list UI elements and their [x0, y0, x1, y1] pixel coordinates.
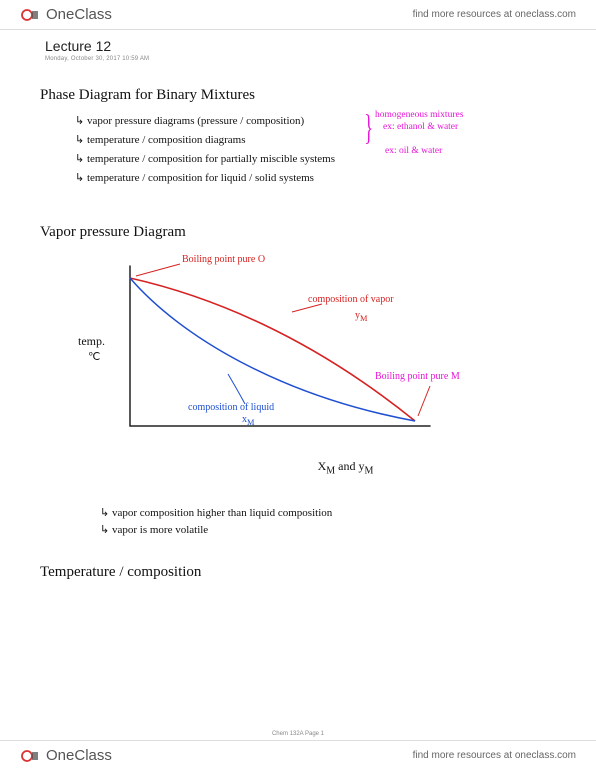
annotation-oil-water: ex: oil & water [385, 146, 442, 156]
annotation-homogeneous: homogeneous mixtures [375, 110, 463, 120]
logo-icon [20, 745, 42, 767]
section-vapor-pressure: Vapor pressure Diagram Boiling point pur… [45, 224, 566, 536]
logo-text-class: Class [74, 6, 112, 23]
list-item: ↳ temperature / composition for liquid /… [75, 171, 566, 184]
page-body: Lecture 12 Monday, October 30, 2017 10:5… [0, 30, 596, 740]
page-footer: OneClass find more resources at oneclass… [0, 740, 596, 770]
page-number: Chem 132A Page 1 [272, 731, 324, 737]
xaxis-and: and [338, 459, 358, 473]
arrow-comp-vapor [292, 304, 322, 312]
list-item: ↳ vapor is more volatile [100, 523, 566, 536]
section-heading: Temperature / composition [40, 564, 566, 581]
header-tagline: find more resources at oneclass.com [413, 9, 576, 20]
logo-text-one: One [46, 747, 74, 764]
label-boiling-point-m: Boiling point pure M [375, 371, 460, 382]
list-item: ↳ temperature / composition diagrams [75, 133, 566, 146]
page-header: OneClass find more resources at oneclass… [0, 0, 596, 30]
lecture-meta: Monday, October 30, 2017 10:59 AM [45, 56, 566, 62]
label-boiling-point-o: Boiling point pure O [182, 254, 265, 265]
chart-svg [70, 256, 490, 451]
label-ym: yM [355, 310, 367, 323]
arrow-comp-liquid [228, 374, 245, 404]
label-composition-liquid: composition of liquid [188, 402, 274, 413]
logo-text-class: Class [74, 747, 112, 764]
bracket-icon: } [364, 106, 373, 148]
section-heading: Vapor pressure Diagram [40, 224, 566, 241]
chart-notes: ↳ vapor composition higher than liquid c… [100, 506, 566, 536]
lecture-title: Lecture 12 [45, 38, 566, 54]
label-ym-sub: M [360, 314, 367, 323]
brand-logo: OneClass [20, 4, 112, 26]
bullet-list: ↳ vapor pressure diagrams (pressure / co… [75, 114, 566, 184]
section-heading: Phase Diagram for Binary Mixtures [40, 87, 566, 104]
section-temperature-composition: Temperature / composition [45, 564, 566, 581]
xaxis-xm-sub: M [326, 465, 335, 476]
label-temp-unit: ℃ [88, 350, 100, 363]
label-temp: temp. [78, 334, 105, 349]
xaxis-ym-sub: M [365, 465, 374, 476]
logo-icon [20, 4, 42, 26]
logo-text-one: One [46, 6, 74, 23]
list-item: ↳ temperature / composition for partiall… [75, 152, 566, 165]
annotation-homogeneous-example: ex: ethanol & water [383, 122, 458, 132]
label-composition-vapor: composition of vapor [308, 294, 394, 305]
list-item: ↳ vapor composition higher than liquid c… [100, 506, 566, 519]
xaxis-xm: X [318, 459, 327, 473]
brand-logo: OneClass [20, 745, 112, 767]
label-xm-sub: M [247, 418, 254, 427]
x-axis-label: XM and yM [125, 459, 566, 476]
section-phase-diagram: Phase Diagram for Binary Mixtures ↳ vapo… [45, 87, 566, 184]
vapor-pressure-chart: Boiling point pure O composition of vapo… [70, 256, 490, 451]
footer-tagline: find more resources at oneclass.com [413, 750, 576, 761]
arrow-bp-o [136, 264, 180, 276]
arrow-bp-m [418, 386, 430, 416]
list-item: ↳ vapor pressure diagrams (pressure / co… [75, 114, 566, 127]
label-xm: xM [242, 414, 254, 427]
